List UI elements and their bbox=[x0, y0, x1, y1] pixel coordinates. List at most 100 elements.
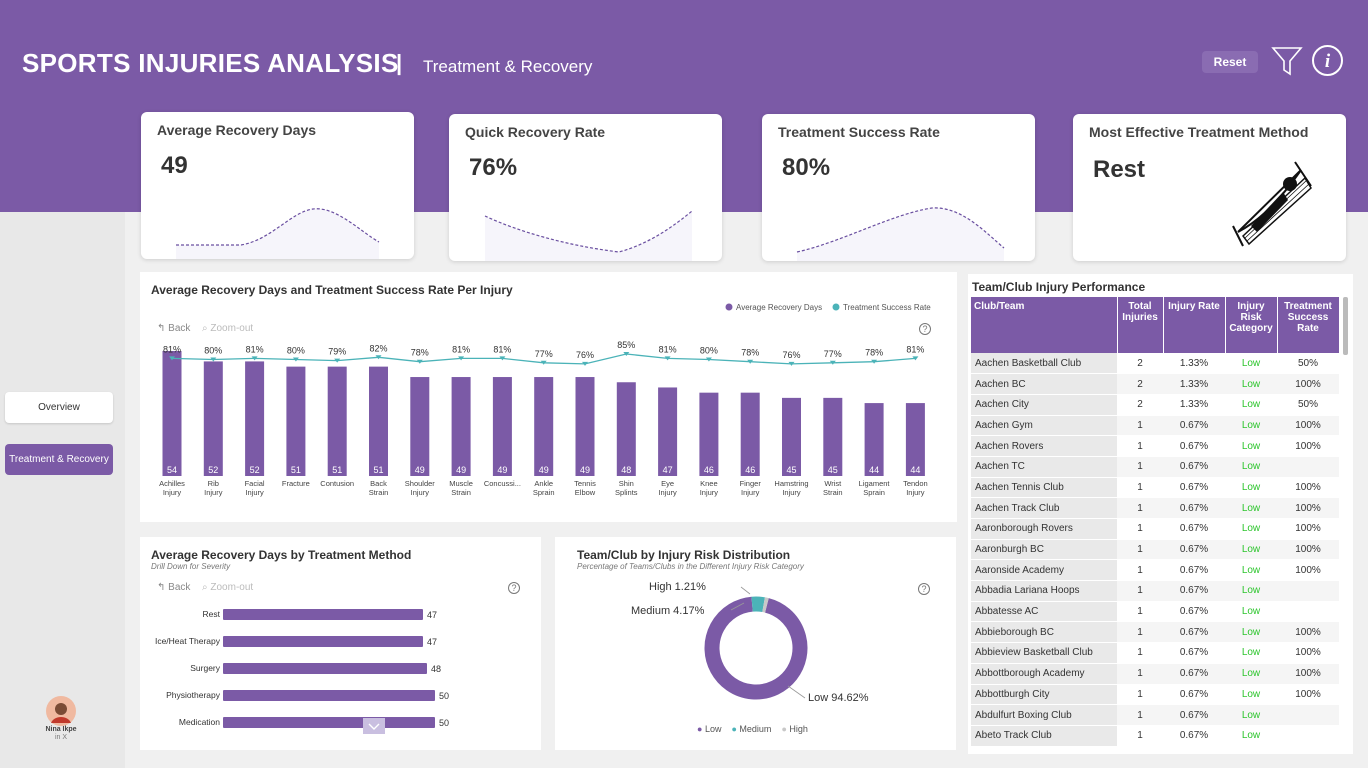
bar-value-label: 46 bbox=[704, 465, 714, 475]
table-cell: 100% bbox=[1277, 684, 1339, 706]
legend-high-dot: ● bbox=[781, 724, 787, 734]
table-row[interactable]: Abbatesse AC 1 0.67% Low bbox=[971, 601, 1339, 623]
table-row[interactable]: Abbieview Basketball Club 1 0.67% Low 100% bbox=[971, 642, 1339, 664]
donut-slice bbox=[704, 596, 808, 700]
table-cell: Abdulfurt Boxing Club bbox=[971, 704, 1117, 726]
x-tick-label: Tennis bbox=[574, 479, 596, 488]
table-cell: 0.67% bbox=[1163, 601, 1225, 623]
table-cell: Low bbox=[1225, 621, 1277, 644]
bar-value-label: 46 bbox=[745, 465, 755, 475]
injury-bar bbox=[451, 377, 471, 476]
col-rate[interactable]: Injury Rate bbox=[1163, 297, 1226, 353]
table-cell: 1 bbox=[1117, 580, 1163, 602]
kpi-value: Rest bbox=[1093, 156, 1146, 183]
x-tick-label: Fracture bbox=[282, 479, 310, 488]
table-cell: 1.33% bbox=[1163, 353, 1225, 375]
table-cell: Low bbox=[1225, 518, 1277, 540]
table-row[interactable]: Aachen BC 2 1.33% Low 100% bbox=[971, 373, 1339, 395]
x-tick-label: Back bbox=[370, 479, 387, 488]
table-row[interactable]: Aachen Rovers 1 0.67% Low 100% bbox=[971, 435, 1339, 457]
table-row[interactable]: Aachen Track Club 1 0.67% Low 100% bbox=[971, 497, 1339, 519]
table-cell: 0.67% bbox=[1163, 539, 1225, 561]
table-row[interactable]: Aachen City 2 1.33% Low 50% bbox=[971, 394, 1339, 416]
leader-line-high bbox=[740, 586, 751, 595]
table-row[interactable]: Abbadia Lariana Hoops 1 0.67% Low bbox=[971, 580, 1339, 602]
author-social[interactable]: in X bbox=[54, 734, 68, 741]
table-cell: 0.67% bbox=[1163, 415, 1225, 437]
table-cell: 0.67% bbox=[1163, 456, 1225, 478]
injury-bar bbox=[245, 361, 265, 476]
success-rate-marker bbox=[747, 359, 754, 364]
x-tick-label: Ankle bbox=[534, 479, 553, 488]
help-icon[interactable]: ? bbox=[918, 583, 930, 595]
table-cell: Low bbox=[1225, 539, 1277, 561]
nav-treatment-button[interactable]: Treatment & Recovery bbox=[5, 444, 113, 475]
zoom-out-button[interactable]: ⌕ Zoom-out bbox=[202, 323, 254, 334]
x-tick-label: Sprain bbox=[533, 488, 555, 497]
table-cell: Low bbox=[1225, 477, 1277, 499]
x-tick-label: Injury bbox=[204, 488, 223, 497]
help-icon[interactable]: ? bbox=[508, 582, 520, 594]
table-row[interactable]: Abdulfurt Boxing Club 1 0.67% Low bbox=[971, 704, 1339, 726]
injury-bar bbox=[369, 366, 388, 476]
table-row[interactable]: Aaronborough Rovers 1 0.67% Low 100% bbox=[971, 518, 1339, 540]
back-button[interactable]: ↰ Back bbox=[157, 323, 191, 334]
info-icon[interactable]: i bbox=[1311, 44, 1344, 77]
method-chart: Rest 47 Ice/Heat Therapy 47 Surgery 48 Physiot… bbox=[155, 609, 449, 734]
help-icon[interactable]: ? bbox=[919, 323, 931, 335]
table-scrollbar[interactable] bbox=[1343, 297, 1348, 355]
table-row[interactable]: Abbottborough Academy 1 0.67% Low 100% bbox=[971, 663, 1339, 685]
table-row[interactable]: Abbieborough BC 1 0.67% Low 100% bbox=[971, 621, 1339, 644]
bar-value-label: 49 bbox=[580, 465, 590, 475]
table-cell: Low bbox=[1225, 497, 1277, 519]
table-row[interactable]: Aaronside Academy 1 0.67% Low 100% bbox=[971, 559, 1339, 582]
kpi-sparkline bbox=[484, 210, 693, 261]
injury-bar bbox=[658, 387, 678, 476]
table-cell: 0.67% bbox=[1163, 621, 1225, 644]
table-row[interactable]: Abeto Track Club 1 0.67% Low bbox=[971, 725, 1339, 747]
table-cell: 1 bbox=[1117, 663, 1163, 685]
rate-value-label: 76% bbox=[782, 350, 800, 360]
table-row[interactable]: Aachen TC 1 0.67% Low bbox=[971, 456, 1339, 478]
leader-line-medium bbox=[730, 602, 745, 611]
legend-low-dot: ● bbox=[697, 724, 703, 734]
table-cell: Low bbox=[1225, 580, 1277, 602]
x-tick-label: Eye bbox=[661, 479, 674, 488]
table-cell: 1 bbox=[1117, 456, 1163, 478]
nav-overview-button[interactable]: Overview bbox=[5, 392, 113, 423]
table-row[interactable]: Aachen Tennis Club 1 0.67% Low 100% bbox=[971, 477, 1339, 499]
table-row[interactable]: Aaronburgh BC 1 0.67% Low 100% bbox=[971, 539, 1339, 561]
col-total[interactable]: Total Injuries bbox=[1117, 297, 1164, 353]
kpi-value: 80% bbox=[782, 154, 831, 181]
x-tick-label: Facial bbox=[245, 479, 265, 488]
filter-icon[interactable] bbox=[1271, 45, 1303, 77]
method-bar bbox=[223, 717, 435, 728]
table-cell: 2 bbox=[1117, 394, 1163, 416]
success-rate-marker bbox=[540, 360, 547, 365]
table-row[interactable]: Abbottburgh City 1 0.67% Low 100% bbox=[971, 684, 1339, 706]
table-row[interactable]: Aachen Gym 1 0.67% Low 100% bbox=[971, 415, 1339, 437]
col-success[interactable]: Treatment Success Rate bbox=[1277, 297, 1340, 353]
success-rate-marker bbox=[912, 356, 919, 361]
reset-button[interactable]: Reset bbox=[1202, 51, 1258, 73]
table-cell: 2 bbox=[1117, 353, 1163, 375]
drill-down-button bbox=[363, 718, 385, 734]
col-risk[interactable]: Injury Risk Category bbox=[1225, 297, 1278, 353]
table-cell: 0.67% bbox=[1163, 477, 1225, 499]
col-club[interactable]: Club/Team bbox=[971, 297, 1118, 353]
rate-value-label: 81% bbox=[163, 344, 181, 354]
x-tick-label: Strain bbox=[451, 488, 471, 497]
donut-legend: ● Low ● Medium ● High bbox=[697, 724, 808, 734]
bar-value-label: 45 bbox=[786, 465, 796, 475]
success-rate-marker bbox=[871, 359, 878, 364]
table-cell: 0.67% bbox=[1163, 725, 1225, 747]
table-cell: Aachen Basketball Club bbox=[971, 353, 1117, 375]
table-row[interactable]: Aachen Basketball Club 2 1.33% Low 50% bbox=[971, 353, 1339, 375]
zoom-out-button[interactable]: ⌕ Zoom-out bbox=[202, 582, 254, 593]
bar-value-label: 48 bbox=[621, 465, 631, 475]
table-cell: 1 bbox=[1117, 725, 1163, 747]
back-button[interactable]: ↰ Back bbox=[157, 582, 191, 593]
rate-value-label: 81% bbox=[452, 344, 470, 354]
x-tick-label: Ligament bbox=[859, 479, 891, 488]
table-cell: 1 bbox=[1117, 539, 1163, 561]
